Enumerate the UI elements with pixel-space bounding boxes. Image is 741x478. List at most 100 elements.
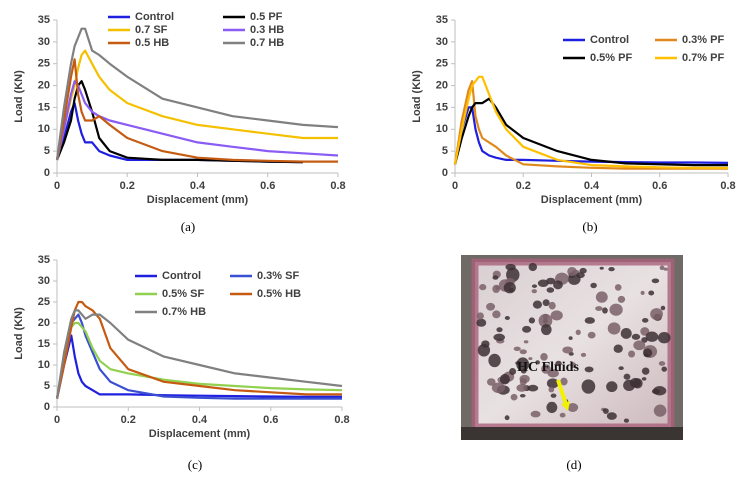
aggregate [584, 317, 595, 324]
aggregate [580, 352, 587, 357]
y-tick-label: 35 [38, 254, 50, 266]
aggregate [542, 299, 550, 307]
arrow-head [561, 401, 570, 411]
aggregate [587, 331, 596, 339]
aggregate [522, 325, 532, 333]
aggregate [476, 312, 484, 320]
y-tick-label: 35 [436, 14, 448, 26]
aggregate [617, 295, 626, 303]
aggregate [568, 336, 573, 340]
series-line [55, 334, 342, 399]
legend-label: 0.5 HB [135, 37, 169, 49]
aggregate [559, 412, 566, 418]
legend-label: 0.3 HB [250, 24, 284, 36]
legend-label: 0.5% SF [162, 288, 204, 300]
y-tick-label: 10 [436, 123, 448, 135]
y-tick-label: 5 [44, 145, 50, 157]
legend-label: 0.5% PF [590, 52, 632, 64]
x-tick-label: 0.4 [190, 180, 206, 192]
aggregate [570, 362, 576, 368]
y-tick-label: 10 [38, 359, 50, 371]
aggregate [643, 348, 653, 358]
y-tick-label: 20 [436, 79, 448, 91]
aggregate [590, 282, 597, 289]
legend-label: Control [135, 11, 174, 23]
aggregate [535, 360, 540, 365]
aggregate [623, 379, 636, 391]
aggregate [618, 366, 624, 371]
aggregate [492, 310, 501, 319]
y-axis-title: Load (KN) [13, 70, 25, 123]
y-tick-label: 0 [442, 167, 448, 179]
series-line [55, 80, 339, 161]
y-tick-label: 10 [38, 123, 50, 135]
aggregate [537, 279, 549, 287]
y-tick-label: 0 [44, 401, 50, 413]
aggregate [567, 403, 579, 412]
x-tick-label: 0.6 [260, 180, 275, 192]
x-axis-title: Displacement (mm) [541, 194, 643, 206]
y-tick-label: 30 [436, 36, 448, 48]
aggregate [479, 284, 487, 291]
y-tick-label: 30 [38, 275, 50, 287]
aggregate [504, 415, 510, 421]
aggregate [510, 393, 518, 401]
aggregate [641, 367, 650, 375]
aggregate [648, 290, 655, 296]
x-tick-label: 0 [54, 180, 60, 192]
legend-label: 0.3% SF [257, 270, 299, 282]
aggregate [645, 331, 659, 342]
aggregate [623, 418, 630, 423]
x-tick-label: 0.2 [516, 180, 531, 192]
series-line [453, 75, 728, 169]
series-line [55, 321, 343, 399]
series-line [55, 309, 343, 399]
aggregate [640, 290, 645, 295]
aggregate [486, 302, 496, 311]
y-axis-title: Load (KN) [411, 70, 423, 123]
aggregate [550, 393, 557, 398]
aggregate [504, 316, 510, 320]
x-tick-label: 0.6 [652, 180, 667, 192]
x-tick-label: 0.4 [584, 180, 600, 192]
aggregate [532, 300, 543, 309]
aggregate [519, 374, 530, 384]
aggregate [530, 410, 541, 418]
aggregate [595, 291, 608, 303]
aggregate [528, 357, 533, 361]
series-line [55, 80, 303, 164]
x-tick-label: 0 [452, 180, 458, 192]
aggregate [602, 408, 609, 414]
caption: (d) [566, 457, 581, 472]
aggregate [614, 284, 622, 291]
y-tick-label: 15 [38, 338, 50, 350]
aggregate [528, 262, 538, 272]
aggregate [631, 333, 641, 340]
y-tick-label: 15 [436, 101, 448, 113]
aggregate [575, 329, 581, 336]
y-tick-label: 25 [436, 58, 448, 70]
aggregate [509, 367, 517, 375]
aggregate [546, 378, 559, 389]
legend-label: Control [162, 270, 201, 282]
aggregate [515, 361, 521, 366]
aggregate [513, 346, 521, 351]
aggregate [516, 384, 528, 392]
aggregate [548, 301, 556, 310]
aggregate [641, 318, 649, 323]
aggregate [599, 266, 604, 270]
aggregate [505, 263, 516, 271]
aggregate [650, 308, 663, 321]
aggregate [663, 267, 668, 271]
aggregate [516, 357, 530, 372]
aggregate [519, 349, 527, 355]
aggregate [562, 346, 574, 354]
legend-label: Control [590, 34, 629, 46]
aggregate [579, 267, 587, 274]
aggregate [623, 373, 631, 380]
x-tick-label: 0.8 [720, 180, 735, 192]
aggregate [493, 333, 505, 341]
aggregate [495, 285, 500, 290]
x-tick-label: 0.6 [263, 414, 278, 426]
